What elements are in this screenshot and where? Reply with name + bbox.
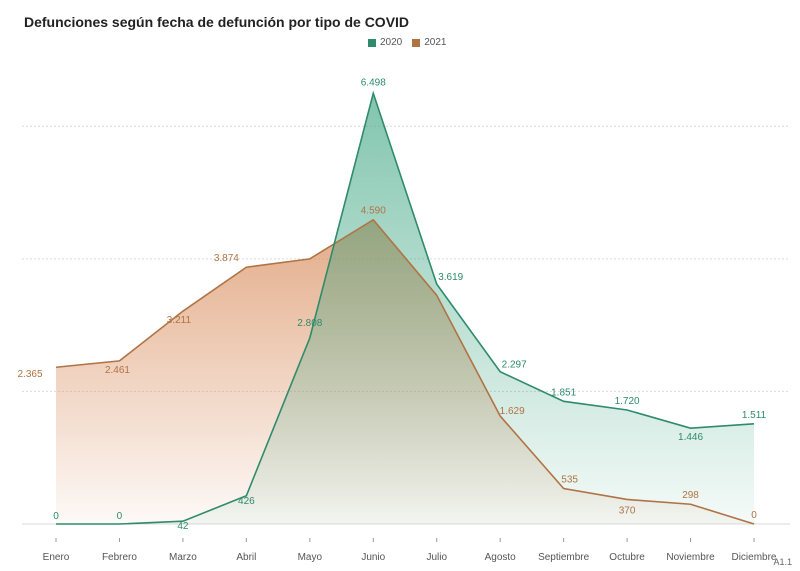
legend: 2020 2021 [368, 37, 447, 48]
data-label-2020: 426 [238, 496, 255, 507]
data-label-2020: 1.720 [615, 396, 640, 407]
x-tick-label: Abril [236, 552, 256, 563]
data-label-2020: 1.511 [742, 410, 767, 421]
series-area-2020 [56, 93, 754, 525]
data-label-2021: 370 [619, 505, 636, 516]
data-label-2021: 535 [561, 475, 578, 486]
data-label-2020: 3.619 [438, 272, 463, 283]
legend-item-2021[interactable]: 2021 [412, 37, 447, 48]
data-label-2020: 42 [177, 521, 189, 532]
data-label-2020: 0 [117, 511, 123, 522]
data-label-2020: 2.297 [502, 360, 527, 371]
x-tick-label: Marzo [169, 552, 197, 563]
data-label-2021: 298 [682, 490, 699, 501]
series-line-2020 [56, 90, 755, 525]
legend-label-2020: 2020 [380, 37, 403, 48]
data-label-2021: 0 [751, 510, 757, 521]
x-tick-label: Enero [43, 552, 70, 563]
data-label-2021: 1.629 [500, 406, 525, 417]
data-label-2020: 0 [53, 511, 59, 522]
data-label-2020: 6.498 [361, 77, 386, 88]
x-tick-label: Diciembre [731, 552, 776, 563]
x-tick-label: Noviembre [666, 552, 715, 563]
x-tick-label: Julio [426, 552, 447, 563]
legend-item-2020[interactable]: 2020 [368, 37, 402, 48]
data-label-2021: 4.590 [361, 206, 386, 217]
data-label-2021: 3.211 [167, 315, 192, 326]
x-tick-label: Mayo [298, 552, 323, 563]
x-tick-label: Octubre [609, 552, 645, 563]
legend-swatch-2020 [368, 38, 376, 47]
legend-swatch-2021 [412, 38, 421, 47]
x-tick-label: Agosto [485, 552, 517, 563]
chart-title: Defunciones según fecha de defunción por… [24, 14, 410, 30]
data-label-2020: 1.446 [678, 432, 703, 443]
legend-label-2021: 2021 [424, 37, 447, 48]
series-line-2021 [55, 218, 755, 525]
data-label-2021: 2.461 [105, 365, 130, 376]
data-label-2021: 2.365 [17, 369, 42, 380]
x-tick-label: Junio [361, 552, 385, 563]
x-tick-label: Febrero [102, 552, 137, 563]
data-label-2021: 3.874 [214, 253, 239, 264]
data-label-2020: 2.808 [297, 318, 322, 329]
footer-note: A1.1 [773, 557, 792, 567]
data-label-2020: 1.851 [551, 387, 576, 398]
x-tick-label: Septiembre [538, 552, 590, 563]
